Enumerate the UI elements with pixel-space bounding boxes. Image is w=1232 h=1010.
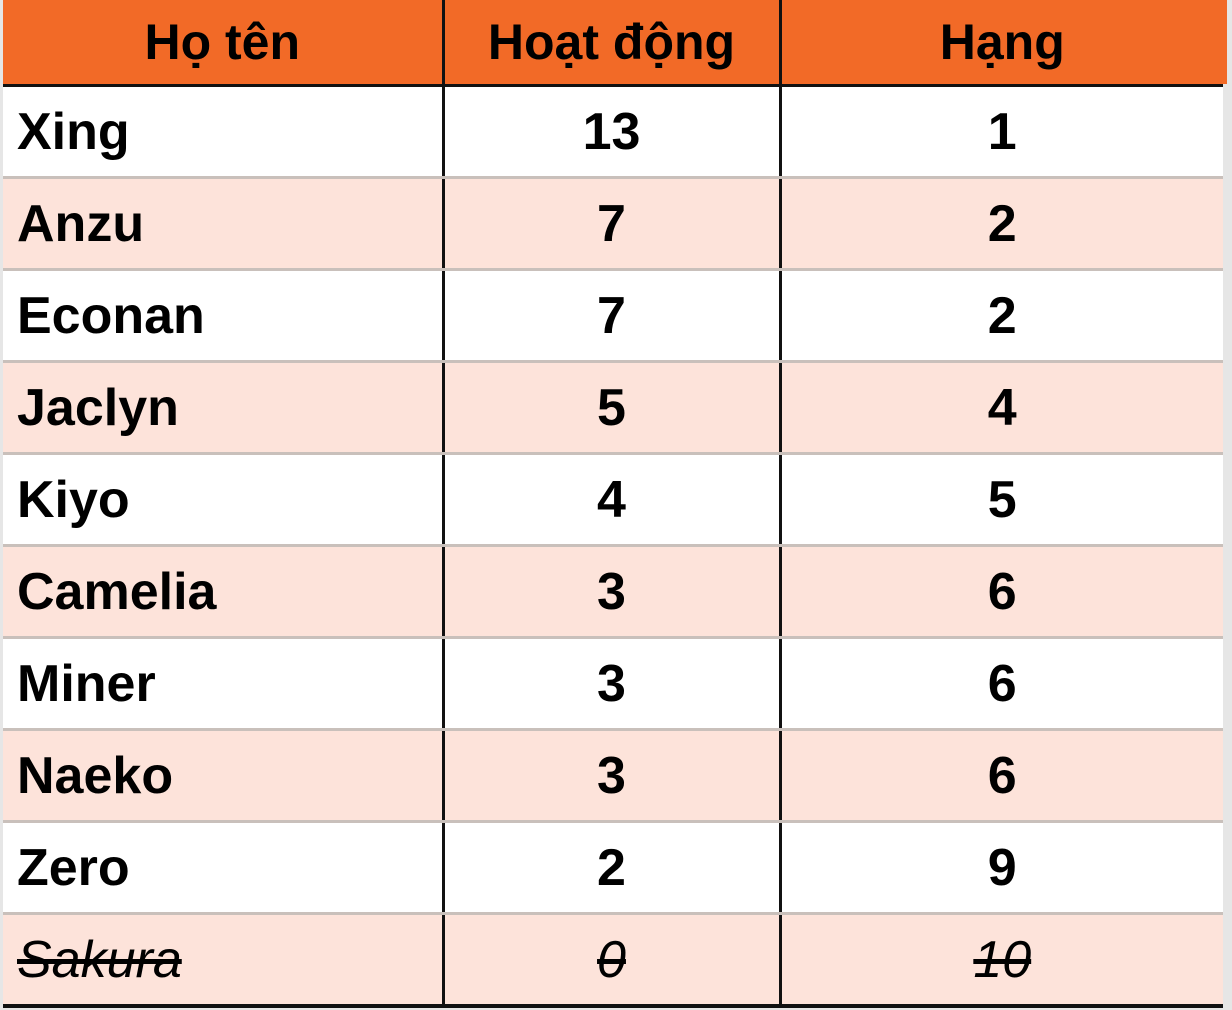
cell-rank[interactable]: 6	[778, 729, 1223, 823]
cell-activity[interactable]: 4	[441, 453, 782, 547]
cell-name[interactable]: Jaclyn	[3, 361, 445, 455]
cell-activity[interactable]: 7	[441, 177, 782, 271]
sheet-right-margin	[1223, 0, 1232, 1010]
cell-activity[interactable]: 5	[441, 361, 782, 455]
table-row: Xing 13 1	[3, 85, 1223, 179]
cell-activity[interactable]: 0	[441, 913, 782, 1008]
table-row-struck: Sakura 0 10	[3, 913, 1223, 1008]
cell-name[interactable]: Miner	[3, 637, 445, 731]
header-rank[interactable]: Hạng	[778, 0, 1223, 87]
cell-name[interactable]: Naeko	[3, 729, 445, 823]
cell-activity[interactable]: 3	[441, 637, 782, 731]
cell-activity[interactable]: 13	[441, 85, 782, 179]
cell-name[interactable]: Camelia	[3, 545, 445, 639]
cell-rank[interactable]: 5	[778, 453, 1223, 547]
cell-rank[interactable]: 6	[778, 637, 1223, 731]
cell-name[interactable]: Econan	[3, 269, 445, 363]
cell-rank[interactable]: 9	[778, 821, 1223, 915]
table-row: Miner 3 6	[3, 637, 1223, 731]
cell-rank[interactable]: 1	[778, 85, 1223, 179]
cell-name[interactable]: Kiyo	[3, 453, 445, 547]
cell-name[interactable]: Xing	[3, 85, 445, 179]
table-row: Naeko 3 6	[3, 729, 1223, 823]
cell-rank[interactable]: 4	[778, 361, 1223, 455]
table-row: Jaclyn 5 4	[3, 361, 1223, 455]
cell-rank[interactable]: 2	[778, 177, 1223, 271]
cell-rank[interactable]: 2	[778, 269, 1223, 363]
cell-activity[interactable]: 3	[441, 729, 782, 823]
cell-name[interactable]: Anzu	[3, 177, 445, 271]
cell-activity[interactable]: 3	[441, 545, 782, 639]
header-name[interactable]: Họ tên	[3, 0, 445, 87]
cell-name[interactable]: Zero	[3, 821, 445, 915]
header-row: Họ tên Hoạt động Hạng	[3, 0, 1223, 87]
header-activity[interactable]: Hoạt động	[441, 0, 782, 87]
table-row: Zero 2 9	[3, 821, 1223, 915]
cell-name[interactable]: Sakura	[3, 913, 445, 1008]
cell-rank[interactable]: 6	[778, 545, 1223, 639]
table-row: Anzu 7 2	[3, 177, 1223, 271]
cell-activity[interactable]: 7	[441, 269, 782, 363]
table-row: Camelia 3 6	[3, 545, 1223, 639]
table-row: Kiyo 4 5	[3, 453, 1223, 547]
table-row: Econan 7 2	[3, 269, 1223, 363]
header-edge	[1223, 0, 1227, 84]
cell-activity[interactable]: 2	[441, 821, 782, 915]
cell-rank[interactable]: 10	[778, 913, 1223, 1008]
ranking-table: Họ tên Hoạt động Hạng Xing 13 1 Anzu 7 2…	[3, 0, 1223, 1008]
